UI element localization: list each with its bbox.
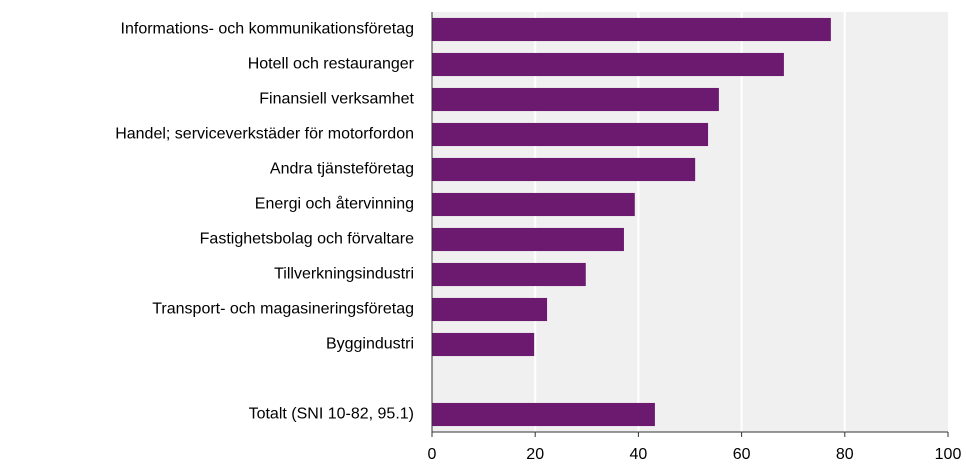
y-tick-label: Finansiell verksamhet	[259, 91, 414, 108]
bar	[432, 157, 696, 182]
bar	[432, 122, 709, 147]
x-tick-label: 20	[526, 446, 544, 463]
plot-background	[432, 12, 948, 432]
y-tick-label: Informations- och kommunikationsföretag	[121, 21, 414, 38]
x-tick-label: 100	[935, 446, 962, 463]
x-tick-label: 40	[630, 446, 648, 463]
y-tick-label: Fastighetsbolag och förvaltare	[200, 231, 414, 248]
bar	[432, 87, 719, 112]
bar	[432, 227, 624, 252]
bar	[432, 297, 548, 322]
y-tick-label: Transport- och magasineringsföretag	[152, 301, 414, 318]
bar	[432, 262, 586, 287]
x-tick-label: 60	[733, 446, 751, 463]
bar	[432, 192, 635, 217]
y-tick-label: Tillverkningsindustri	[274, 266, 414, 283]
y-tick-label: Byggindustri	[326, 336, 414, 353]
bar	[432, 402, 655, 427]
y-tick-label: Energi och återvinning	[255, 195, 414, 213]
y-tick-label: Totalt (SNI 10-82, 95.1)	[249, 406, 414, 423]
bar	[432, 52, 784, 77]
bar	[432, 17, 831, 42]
y-tick-label: Hotell och restauranger	[248, 56, 415, 73]
x-tick-label: 0	[428, 446, 437, 463]
bar	[432, 332, 535, 357]
y-tick-label: Handel; serviceverkstäder för motorfordo…	[115, 126, 414, 143]
x-tick-label: 80	[836, 446, 854, 463]
y-tick-label: Andra tjänsteföretag	[270, 161, 414, 178]
